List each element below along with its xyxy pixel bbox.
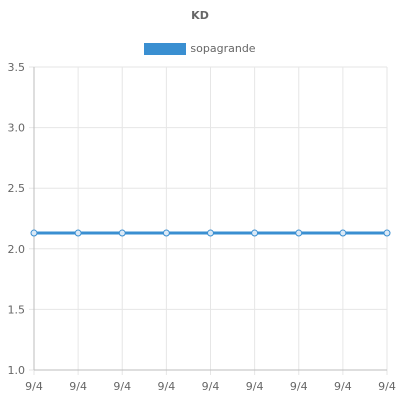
y-tick-label: 2.5 <box>8 182 26 195</box>
y-tick-label: 1.5 <box>8 303 26 316</box>
x-tick-label: 9/4 <box>69 380 87 393</box>
data-point <box>162 229 170 237</box>
data-point <box>30 229 38 237</box>
data-point <box>118 229 126 237</box>
y-tick-label: 3.5 <box>8 61 26 74</box>
x-tick-label: 9/4 <box>202 380 220 393</box>
x-tick-label: 9/4 <box>334 380 352 393</box>
y-tick-label: 2.0 <box>8 243 26 256</box>
data-point <box>383 229 391 237</box>
x-tick-labels: 9/4 9/4 9/4 9/4 9/4 9/4 9/4 9/4 9/4 <box>25 380 396 393</box>
y-tick-labels: 1.0 1.5 2.0 2.5 3.0 3.5 <box>8 61 26 377</box>
legend: sopagrande <box>0 42 400 55</box>
legend-swatch-sopagrande[interactable] <box>144 42 187 55</box>
data-point <box>339 229 347 237</box>
chart-title: KD <box>191 9 209 22</box>
grid-lines <box>29 66 388 375</box>
y-tick-label: 3.0 <box>8 122 26 135</box>
axes <box>33 67 387 371</box>
x-tick-label: 9/4 <box>113 380 131 393</box>
x-tick-label: 9/4 <box>378 380 396 393</box>
x-tick-label: 9/4 <box>246 380 264 393</box>
data-point <box>295 229 303 237</box>
legend-label-sopagrande[interactable]: sopagrande <box>190 42 256 55</box>
x-tick-label: 9/4 <box>290 380 308 393</box>
data-point <box>74 229 82 237</box>
data-point <box>207 229 214 237</box>
series-layer <box>30 229 391 237</box>
x-tick-label: 9/4 <box>25 380 43 393</box>
y-tick-label: 1.0 <box>8 364 26 377</box>
x-tick-label: 9/4 <box>158 380 176 393</box>
data-point <box>251 229 259 237</box>
